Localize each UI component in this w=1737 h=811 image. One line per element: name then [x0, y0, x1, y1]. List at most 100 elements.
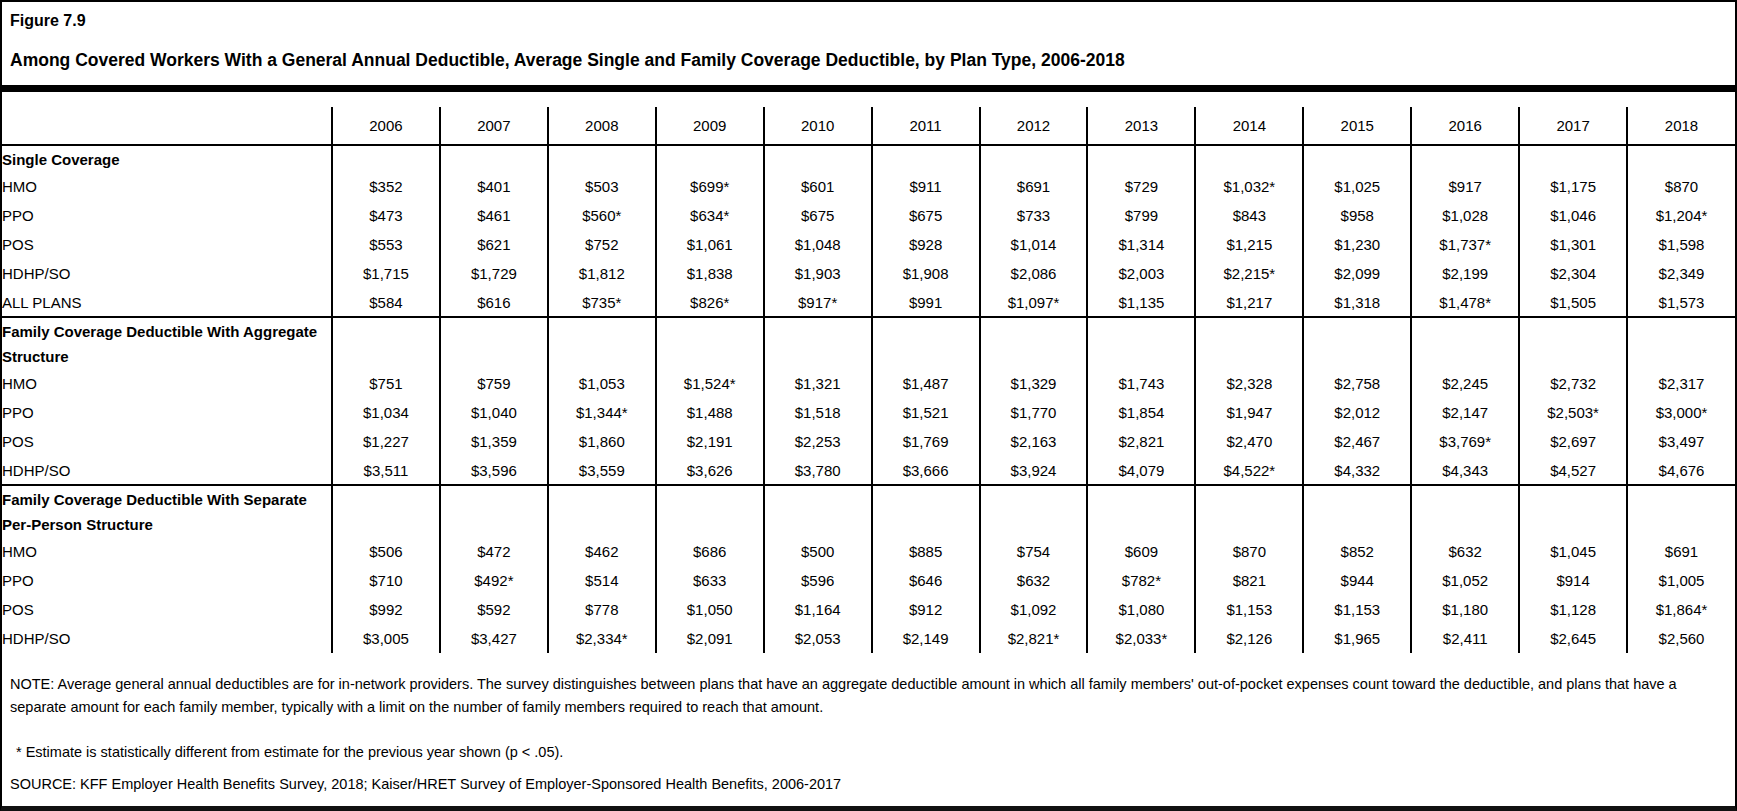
deductible-value-cell: $699*: [656, 172, 764, 201]
deductible-value-cell: $1,061: [656, 230, 764, 259]
deductible-value-cell: $870: [1195, 537, 1303, 566]
deductible-value-cell: $675: [872, 201, 980, 230]
deductible-value-cell: $2,645: [1519, 624, 1627, 653]
deductible-value-cell: $1,965: [1303, 624, 1411, 653]
deductible-value-cell: $473: [332, 201, 440, 230]
deductible-value-cell: $691: [980, 172, 1088, 201]
deductible-value-cell: $401: [440, 172, 548, 201]
deductible-value-cell: $1,812: [548, 259, 656, 288]
deductible-value-cell: $2,349: [1627, 259, 1735, 288]
year-header-cell: 2016: [1411, 107, 1519, 145]
deductible-value-cell: $4,332: [1303, 456, 1411, 485]
section-header-row: Single Coverage: [2, 145, 1735, 172]
empty-section-cell: [548, 317, 656, 369]
deductible-value-cell: $2,086: [980, 259, 1088, 288]
deductible-value-cell: $958: [1303, 201, 1411, 230]
deductible-value-cell: $1,729: [440, 259, 548, 288]
plan-type-label: HDHP/SO: [2, 259, 332, 288]
table-row: HDHP/SO$3,511$3,596$3,559$3,626$3,780$3,…: [2, 456, 1735, 485]
table-head: 2006200720082009201020112012201320142015…: [2, 107, 1735, 145]
title-divider: [2, 85, 1735, 92]
plan-type-label: POS: [2, 427, 332, 456]
year-header-cell: 2018: [1627, 107, 1735, 145]
deductible-value-cell: $560*: [548, 201, 656, 230]
deductible-value-cell: $2,199: [1411, 259, 1519, 288]
deductible-value-cell: $514: [548, 566, 656, 595]
deductible-value-cell: $4,522*: [1195, 456, 1303, 485]
empty-section-cell: [1627, 145, 1735, 172]
deductible-value-cell: $2,245: [1411, 369, 1519, 398]
deductible-value-cell: $914: [1519, 566, 1627, 595]
deductible-value-cell: $2,328: [1195, 369, 1303, 398]
deductible-value-cell: $735*: [548, 288, 656, 317]
deductible-value-cell: $754: [980, 537, 1088, 566]
deductible-value-cell: $2,099: [1303, 259, 1411, 288]
deductible-value-cell: $1,329: [980, 369, 1088, 398]
deductible-value-cell: $584: [332, 288, 440, 317]
deductible-value-cell: $2,304: [1519, 259, 1627, 288]
deductible-value-cell: $3,626: [656, 456, 764, 485]
deductible-value-cell: $782*: [1087, 566, 1195, 595]
deductible-value-cell: $1,344*: [548, 398, 656, 427]
deductible-value-cell: $911: [872, 172, 980, 201]
empty-section-cell: [1087, 485, 1195, 537]
deductible-value-cell: $1,521: [872, 398, 980, 427]
deductible-value-cell: $2,163: [980, 427, 1088, 456]
deductible-value-cell: $2,126: [1195, 624, 1303, 653]
deductible-value-cell: $3,780: [764, 456, 872, 485]
plan-type-label: PPO: [2, 201, 332, 230]
deductible-value-cell: $592: [440, 595, 548, 624]
deductible-value-cell: $492*: [440, 566, 548, 595]
plan-type-label: POS: [2, 595, 332, 624]
section-header-row: Family Coverage Deductible With Separate…: [2, 485, 1735, 537]
year-header-cell: 2009: [656, 107, 764, 145]
deductible-value-cell: $821: [1195, 566, 1303, 595]
deductible-value-cell: $1,034: [332, 398, 440, 427]
deductible-value-cell: $885: [872, 537, 980, 566]
deductible-value-cell: $4,079: [1087, 456, 1195, 485]
empty-section-cell: [440, 485, 548, 537]
deductible-value-cell: $2,503*: [1519, 398, 1627, 427]
deductible-value-cell: $2,033*: [1087, 624, 1195, 653]
empty-section-cell: [764, 145, 872, 172]
deductible-value-cell: $1,025: [1303, 172, 1411, 201]
table-row: HMO$751$759$1,053$1,524*$1,321$1,487$1,3…: [2, 369, 1735, 398]
deductible-value-cell: $675: [764, 201, 872, 230]
section-header-label: Family Coverage Deductible With Aggregat…: [2, 317, 332, 369]
empty-section-cell: [1195, 317, 1303, 369]
deductible-value-cell: $2,697: [1519, 427, 1627, 456]
empty-section-cell: [872, 145, 980, 172]
deductible-value-cell: $917*: [764, 288, 872, 317]
deductible-value-cell: $2,467: [1303, 427, 1411, 456]
table-row: POS$553$621$752$1,061$1,048$928$1,014$1,…: [2, 230, 1735, 259]
deductible-value-cell: $928: [872, 230, 980, 259]
deductible-value-cell: $2,253: [764, 427, 872, 456]
plan-type-label: HDHP/SO: [2, 456, 332, 485]
table-row: HMO$352$401$503$699*$601$911$691$729$1,0…: [2, 172, 1735, 201]
deductible-value-cell: $352: [332, 172, 440, 201]
empty-section-cell: [656, 485, 764, 537]
deductible-value-cell: $1,048: [764, 230, 872, 259]
deductible-value-cell: $2,411: [1411, 624, 1519, 653]
plan-type-label: ALL PLANS: [2, 288, 332, 317]
footnote-text: * Estimate is statistically different fr…: [10, 741, 1725, 763]
deductible-value-cell: $1,318: [1303, 288, 1411, 317]
deductible-value-cell: $1,180: [1411, 595, 1519, 624]
empty-section-cell: [1195, 485, 1303, 537]
deductible-value-cell: $729: [1087, 172, 1195, 201]
plan-type-label: HDHP/SO: [2, 624, 332, 653]
deductible-value-cell: $992: [332, 595, 440, 624]
empty-section-cell: [1411, 485, 1519, 537]
deductible-value-cell: $4,527: [1519, 456, 1627, 485]
figure-title: Among Covered Workers With a General Ann…: [10, 50, 1727, 71]
deductible-value-cell: $917: [1411, 172, 1519, 201]
section-header-row: Family Coverage Deductible With Aggregat…: [2, 317, 1735, 369]
label-header-cell: [2, 107, 332, 145]
title-block: Figure 7.9 Among Covered Workers With a …: [2, 2, 1735, 71]
year-header-cell: 2017: [1519, 107, 1627, 145]
empty-section-cell: [656, 317, 764, 369]
deductible-value-cell: $2,147: [1411, 398, 1519, 427]
empty-section-cell: [764, 317, 872, 369]
year-header-cell: 2013: [1087, 107, 1195, 145]
deductible-value-cell: $1,860: [548, 427, 656, 456]
